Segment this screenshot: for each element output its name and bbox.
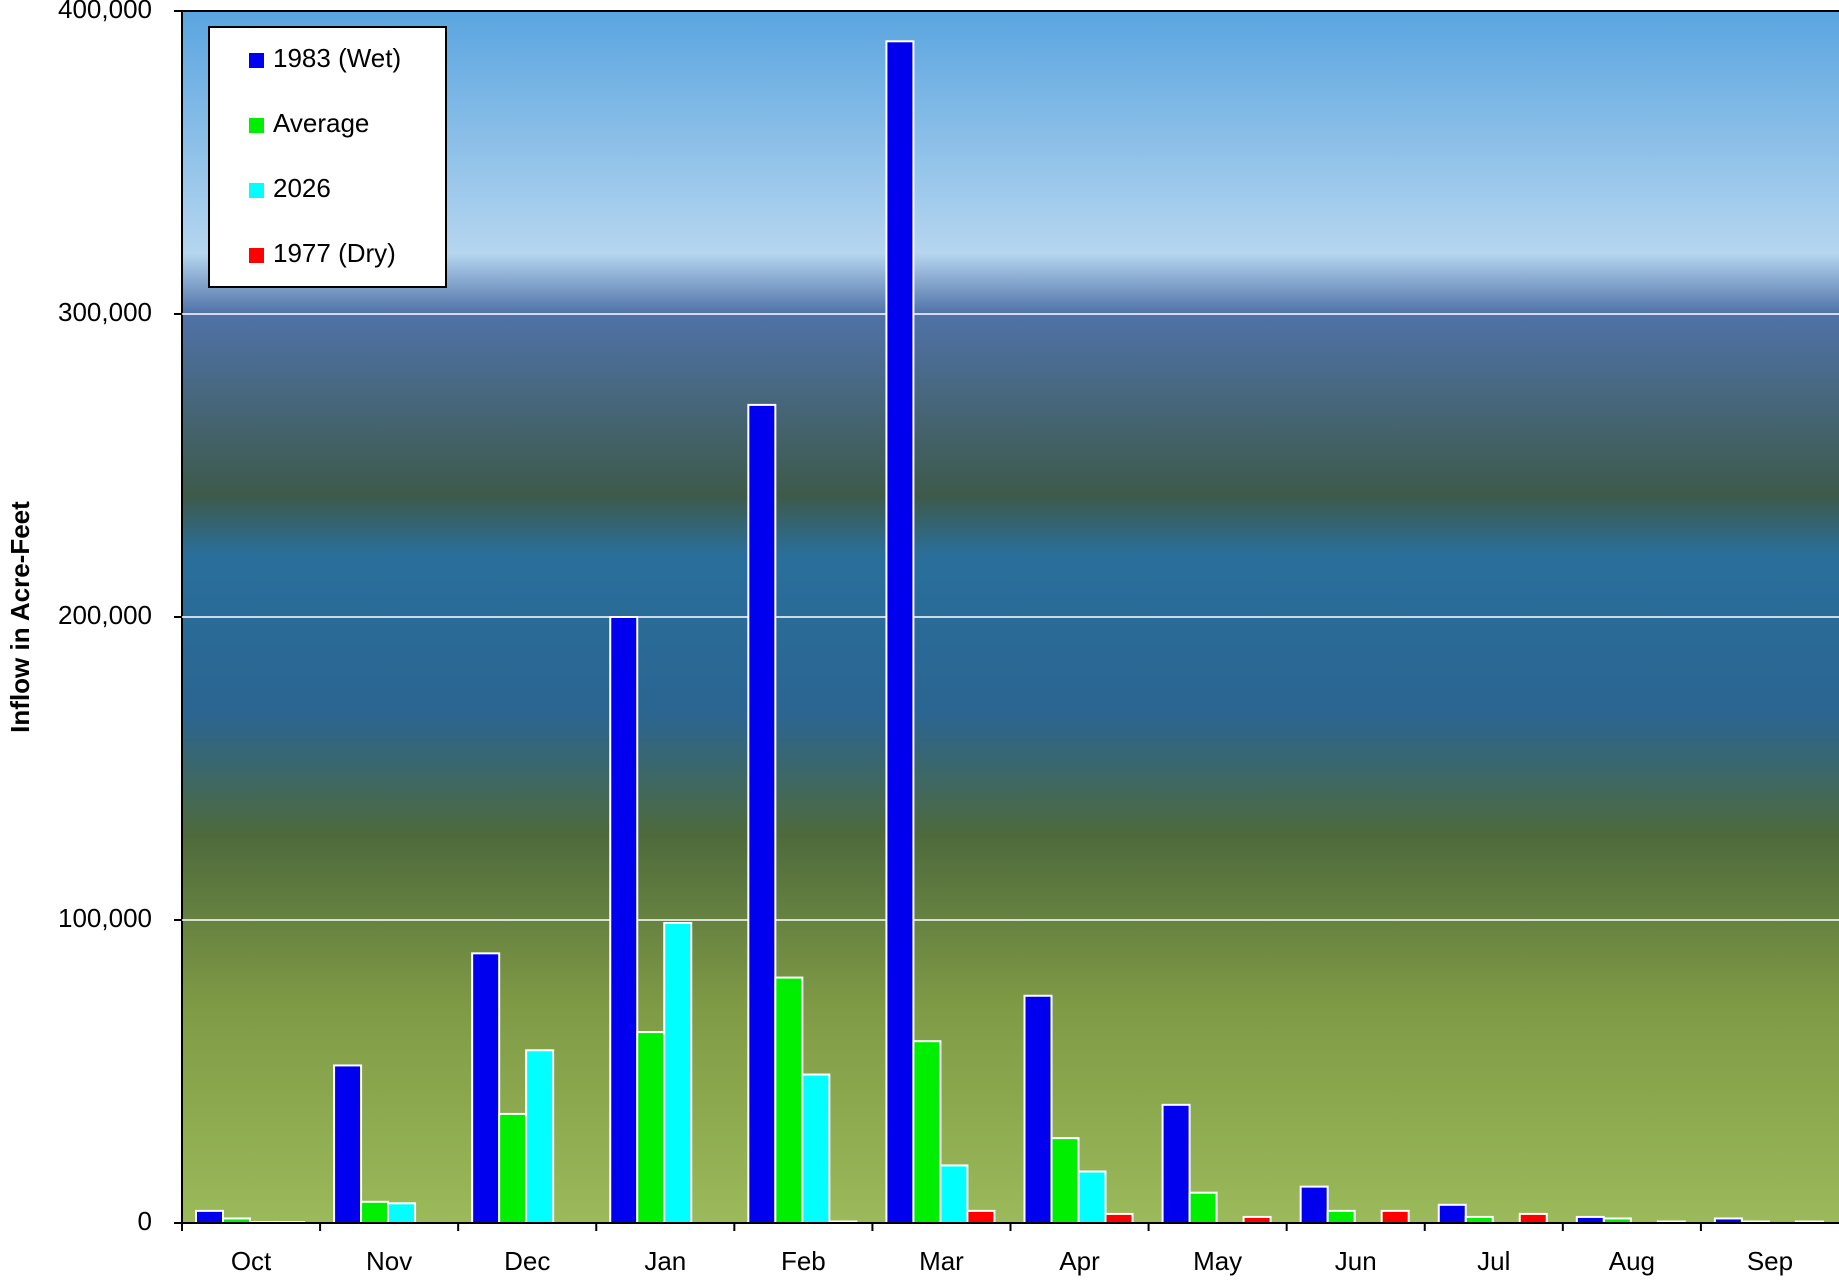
bar: [1161, 1103, 1191, 1224]
bar: [1437, 1203, 1467, 1224]
x-tick-label: Oct: [231, 1246, 272, 1276]
bar: [966, 1209, 996, 1225]
bar: [1077, 1170, 1107, 1224]
bar: [747, 403, 777, 1224]
legend-swatch: [249, 248, 264, 263]
x-tick-label: Jan: [644, 1246, 686, 1276]
y-axis-label: Inflow in Acre-Feet: [5, 501, 35, 733]
bar: [912, 1040, 942, 1224]
legend-label: 1977 (Dry): [273, 238, 396, 268]
legend-swatch: [249, 118, 264, 133]
bar: [333, 1064, 363, 1224]
bar: [195, 1209, 224, 1225]
bar: [1188, 1191, 1218, 1224]
legend-label: Average: [273, 108, 369, 138]
x-tick-label: Sep: [1747, 1246, 1793, 1276]
bar: [885, 40, 915, 1224]
x-tick-label: Feb: [781, 1246, 826, 1276]
x-tick-label: May: [1193, 1246, 1242, 1276]
bar: [636, 1031, 666, 1224]
x-tick-label: Jun: [1335, 1246, 1377, 1276]
legend-label: 2026: [273, 173, 331, 203]
x-tick-label: Aug: [1609, 1246, 1655, 1276]
y-tick-label: 100,000: [58, 903, 152, 933]
bar: [360, 1200, 390, 1225]
bar: [609, 616, 639, 1224]
bar: [1326, 1209, 1356, 1225]
bar: [387, 1202, 417, 1225]
y-tick-label: 200,000: [58, 600, 152, 630]
bar: [1518, 1212, 1548, 1225]
bar: [1299, 1185, 1329, 1225]
x-tick-label: Jul: [1477, 1246, 1510, 1276]
bar: [1050, 1137, 1080, 1225]
x-tick-label: Dec: [504, 1246, 550, 1276]
y-tick-label: 300,000: [58, 297, 152, 327]
legend-box: [208, 26, 447, 288]
y-tick-label: 400,000: [58, 0, 152, 24]
x-tick-label: Mar: [919, 1246, 964, 1276]
bar: [1023, 994, 1053, 1224]
legend-swatch: [249, 53, 264, 68]
bar: [1104, 1212, 1134, 1225]
y-tick-label: 0: [138, 1206, 152, 1236]
bar: [471, 952, 501, 1225]
bar: [801, 1073, 831, 1225]
x-tick-label: Apr: [1059, 1246, 1100, 1276]
bar: [498, 1112, 528, 1225]
bar: [939, 1164, 969, 1225]
legend-swatch: [249, 183, 264, 198]
bar: [1380, 1209, 1410, 1225]
legend-label: 1983 (Wet): [273, 43, 401, 73]
bar: [663, 922, 693, 1225]
x-tick-label: Nov: [366, 1246, 412, 1276]
bar: [774, 976, 804, 1224]
bar: [525, 1049, 555, 1225]
